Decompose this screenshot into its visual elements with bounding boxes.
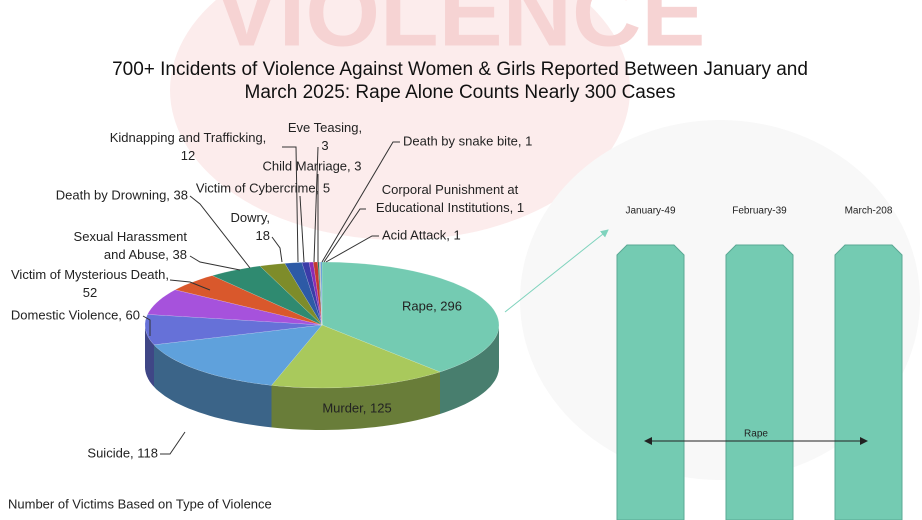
span-label: Rape <box>744 429 768 440</box>
slice-side <box>271 372 440 430</box>
leader-line <box>160 431 186 455</box>
leader-line <box>189 255 241 271</box>
column-label: February-39 <box>732 206 787 217</box>
slice-side <box>154 344 272 428</box>
column-label: March-208 <box>845 206 893 217</box>
caption: Number of Victims Based on Type of Viole… <box>8 496 272 511</box>
leader-line <box>313 146 319 263</box>
data-label: Child Marriage, 3 <box>263 158 362 173</box>
leader-line <box>189 195 251 269</box>
column <box>616 244 685 520</box>
slice-side <box>145 325 154 387</box>
slice <box>313 261 323 326</box>
leader-line <box>282 146 299 263</box>
data-label: Murder, 125 <box>322 400 391 415</box>
leader-line <box>142 315 151 336</box>
data-label: Death by Drowning, 38 <box>56 187 188 202</box>
data-label: Kidnapping and Trafficking, 12 <box>110 130 267 163</box>
leader-line <box>169 279 211 291</box>
pie: Rape, 296 Murder, 125 Suicide, 118 Domestic… <box>11 120 532 460</box>
column <box>725 244 794 520</box>
data-label: Acid Attack, 1 <box>382 227 461 242</box>
leader-line <box>323 208 366 263</box>
slice <box>271 324 441 389</box>
leader-line <box>299 195 305 263</box>
slice <box>321 261 500 373</box>
slice <box>211 265 323 326</box>
data-label: Death by snake bite, 1 <box>403 133 532 148</box>
slice <box>153 324 323 386</box>
column-label: January-49 <box>625 206 675 217</box>
data-label: Dowry, 18 <box>231 210 270 243</box>
breakdown-panel: January-49 February-39 March-208 Rape <box>616 206 903 520</box>
connector-arrow <box>504 229 609 313</box>
data-label: Victim of Cybercrime, 5 <box>196 180 330 195</box>
data-label: Suicide, 118 <box>87 445 158 460</box>
slice <box>147 289 323 326</box>
column <box>834 244 903 520</box>
data-label: Sexual Harassment and Abuse, 38 <box>74 229 188 262</box>
chart-title: 700+ Incidents of Violence Against Women… <box>112 59 808 103</box>
leader-line <box>271 236 283 263</box>
background-shape <box>170 0 630 240</box>
slice <box>320 261 323 326</box>
data-label: Eve Teasing, 3 <box>288 120 362 153</box>
slice <box>174 275 323 326</box>
leader-line <box>321 141 400 263</box>
data-label: Rape, 296 <box>402 298 462 313</box>
leader-line <box>325 235 379 263</box>
watermark: VIOLENCE <box>215 0 706 66</box>
data-label: Domestic Violence, 60 <box>11 307 140 322</box>
slice-side <box>440 325 499 414</box>
data-label: Victim of Mysterious Death, 52 <box>11 267 169 300</box>
data-label: Corporal Punishment at Educational Instit… <box>376 182 524 215</box>
